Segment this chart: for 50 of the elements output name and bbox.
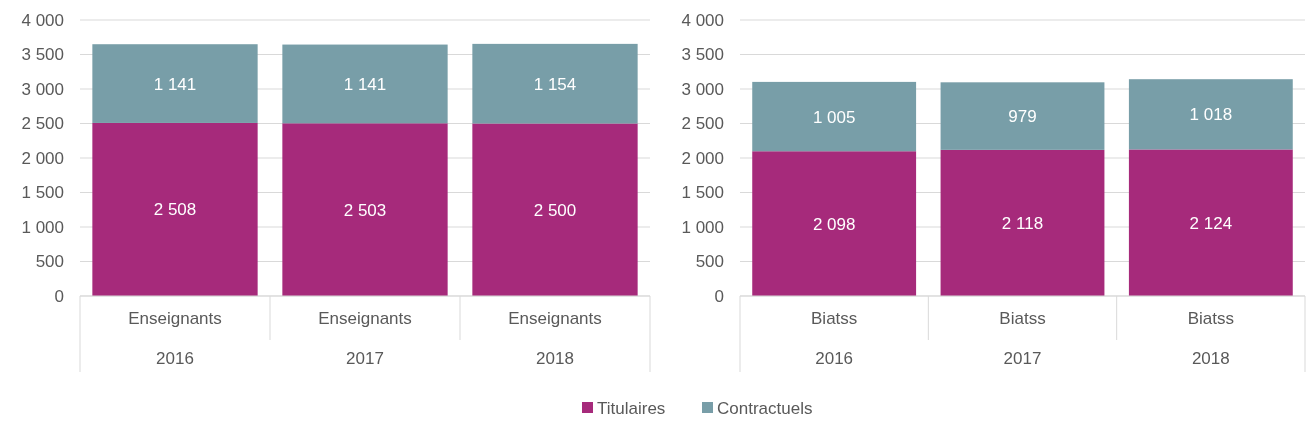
category-label: Enseignants 2017 [318, 309, 412, 368]
data-label: 1 141 [343, 74, 387, 94]
data-label: 2 508 [153, 200, 197, 220]
y-tick-label: 0 [714, 286, 724, 306]
bar [1128, 149, 1293, 296]
category-label: Enseignants 2016 [128, 309, 222, 368]
data-label: 1 141 [153, 74, 197, 94]
bar [92, 122, 258, 296]
y-tick-label: 0 [54, 286, 64, 306]
data-label: 2 124 [1189, 213, 1233, 233]
y-tick-label: 2 500 [681, 114, 724, 134]
category-label: Biatss 2017 [999, 309, 1046, 368]
data-label: 2 118 [1001, 213, 1044, 233]
bar [1128, 79, 1293, 150]
y-tick-label: 3 000 [21, 79, 64, 99]
bar [282, 123, 448, 296]
legend-label: Titulaires [597, 398, 666, 418]
y-tick-label: 3 000 [681, 79, 724, 99]
y-tick-label: 1 500 [681, 183, 724, 203]
bar [940, 82, 1105, 150]
y-tick-label: 2 000 [681, 148, 724, 168]
data-label: 1 154 [533, 74, 577, 94]
y-tick-label: 1 000 [681, 217, 724, 237]
bar [752, 81, 917, 152]
data-label: 2 098 [812, 214, 856, 234]
bar [752, 151, 917, 296]
data-label: 2 503 [343, 200, 387, 220]
bar [472, 43, 638, 124]
data-label: 1 005 [812, 107, 856, 127]
bar [472, 123, 638, 296]
y-tick-label: 500 [695, 252, 724, 272]
data-label: 2 500 [533, 200, 577, 220]
bar [940, 149, 1105, 296]
y-tick-label: 2 000 [21, 148, 64, 168]
category-label: Biatss 2018 [1187, 309, 1234, 368]
y-tick-label: 3 500 [681, 45, 724, 65]
data-label: 1 018 [1189, 105, 1233, 125]
y-tick-label: 1 500 [21, 183, 64, 203]
category-label: Enseignants 2018 [508, 309, 602, 368]
bar [92, 44, 258, 123]
y-tick-label: 3 500 [21, 45, 64, 65]
legend-label: Contractuels [717, 398, 813, 418]
y-tick-label: 500 [35, 252, 64, 272]
y-tick-label: 4 000 [21, 10, 64, 30]
y-tick-label: 1 000 [21, 217, 64, 237]
category-label: Biatss 2016 [811, 309, 858, 368]
bar [282, 44, 448, 124]
y-tick-label: 2 500 [21, 114, 64, 134]
y-tick-label: 4 000 [681, 10, 724, 30]
data-label: 979 [1008, 107, 1037, 127]
